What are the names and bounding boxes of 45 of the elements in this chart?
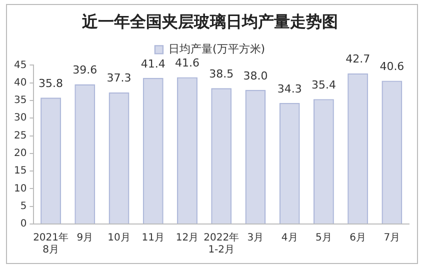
y-tick-label: 5 <box>20 200 27 212</box>
data-label: 35.8 <box>38 77 64 90</box>
y-tick-label: 15 <box>14 166 27 177</box>
x-tick-label: 2022年 1-2月 <box>204 232 240 256</box>
x-tick-label: 6月 <box>350 232 366 244</box>
bar <box>245 90 266 224</box>
data-label: 42.7 <box>346 52 370 66</box>
y-tick-label: 45 <box>14 60 27 71</box>
x-tick-label: 7月 <box>384 232 400 244</box>
x-tick-label: 11月 <box>142 232 164 244</box>
x-tick-label: 12月 <box>176 232 199 244</box>
x-tick-label: 9月 <box>76 232 94 244</box>
y-tick-label: 35 <box>14 95 27 106</box>
chart-title: 近一年全国夹层玻璃日均产量走势图 <box>81 12 338 31</box>
bar <box>177 77 198 224</box>
bar <box>74 84 96 224</box>
bar <box>348 73 368 224</box>
data-label: 41.4 <box>140 57 166 70</box>
y-tick-label: 25 <box>14 130 27 142</box>
x-tick-label: 10月 <box>108 232 130 244</box>
bar <box>313 99 334 224</box>
bar <box>211 88 232 224</box>
bar <box>142 78 164 224</box>
x-tick-label: 3月 <box>247 232 264 244</box>
y-tick-label: 0 <box>20 218 27 230</box>
y-tick-label: 10 <box>14 183 27 194</box>
bar <box>40 98 62 224</box>
bar <box>382 80 402 224</box>
data-label: 40.6 <box>380 60 404 74</box>
data-label: 38.5 <box>209 67 234 80</box>
x-tick-label: 5月 <box>316 232 332 244</box>
y-tick-label: 30 <box>14 112 27 124</box>
data-label: 34.3 <box>277 82 302 96</box>
bar <box>108 92 130 224</box>
data-label: 41.6 <box>174 56 200 70</box>
y-tick-label: 40 <box>14 77 27 88</box>
x-tick-label: 4月 <box>281 232 298 244</box>
data-label: 37.3 <box>106 72 132 85</box>
y-tick-label: 20 <box>14 148 27 160</box>
bar <box>279 102 300 224</box>
x-tick-label: 2021年 8月 <box>33 232 69 256</box>
legend-label: 日均产量(万平方米) <box>168 42 266 56</box>
data-label: 38.0 <box>243 69 268 82</box>
data-label: 35.4 <box>311 78 336 92</box>
data-label: 39.6 <box>72 64 98 77</box>
